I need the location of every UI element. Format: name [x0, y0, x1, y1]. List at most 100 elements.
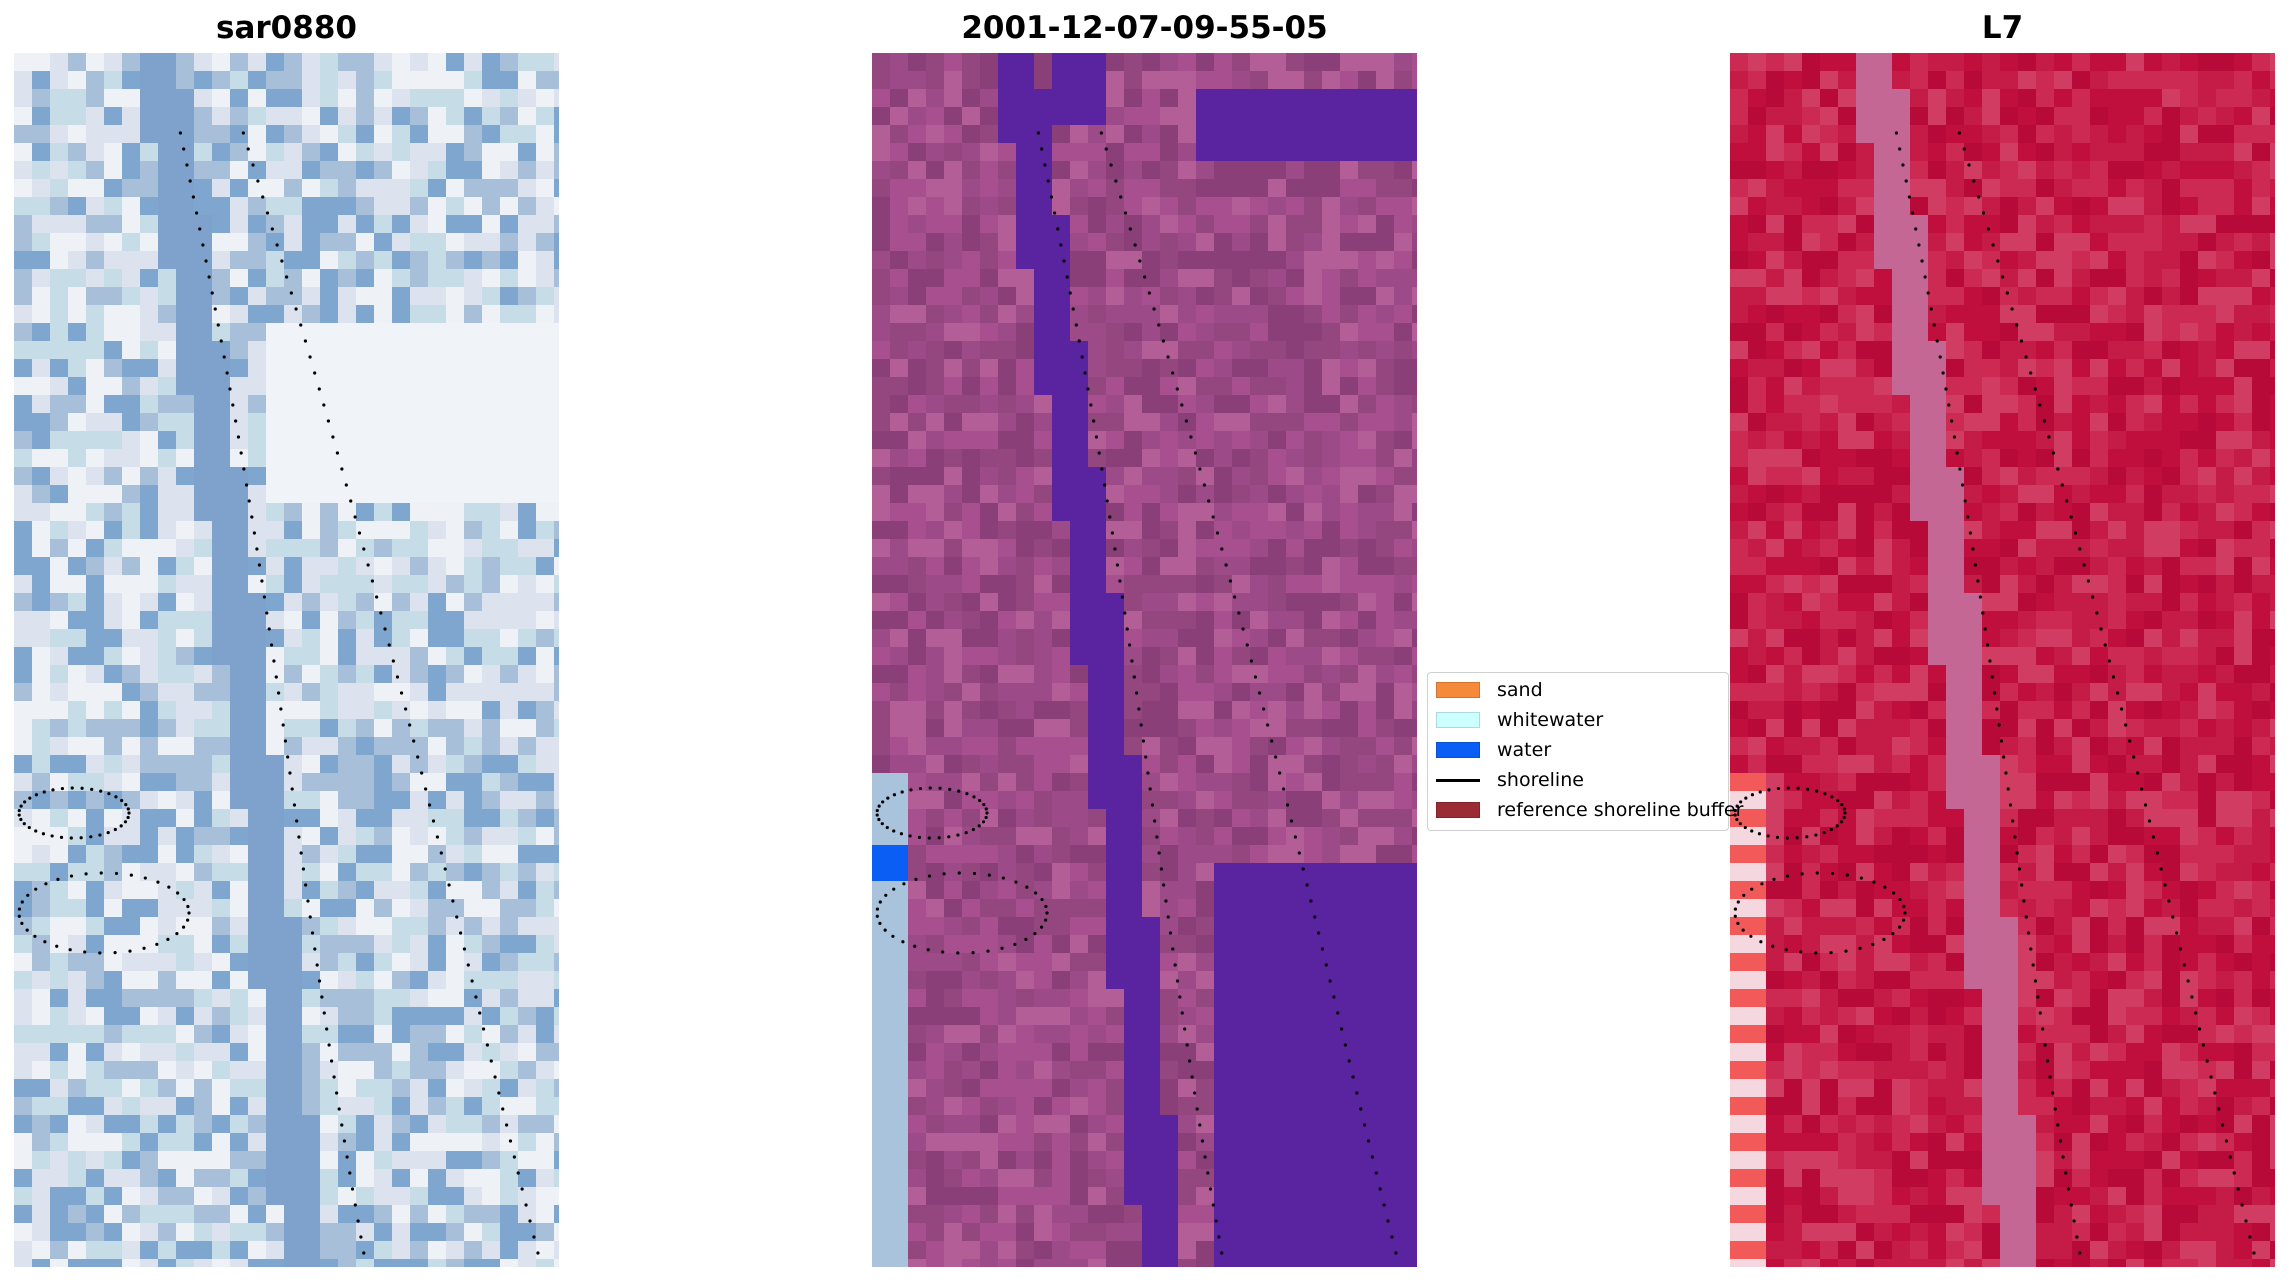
- image-pixel: [980, 251, 999, 270]
- image-pixel: [1412, 1061, 1417, 1080]
- image-pixel: [908, 161, 927, 180]
- image-pixel: [1214, 1061, 1233, 1080]
- image-pixel: [536, 1025, 555, 1044]
- image-pixel: [284, 71, 303, 90]
- image-pixel: [500, 953, 519, 972]
- image-pixel: [1106, 449, 1125, 468]
- image-pixel: [1340, 467, 1359, 486]
- image-pixel: [1820, 215, 1839, 234]
- image-pixel: [320, 1007, 339, 1026]
- image-pixel: [1052, 953, 1071, 972]
- image-pixel: [2018, 89, 2037, 108]
- image-pixel: [1196, 809, 1215, 828]
- image-pixel: [32, 1025, 51, 1044]
- shoreline-dot: [1138, 259, 1142, 263]
- image-pixel: [1124, 1223, 1143, 1242]
- image-pixel: [1196, 611, 1215, 630]
- image-pixel: [554, 827, 559, 846]
- image-pixel: [1070, 413, 1089, 432]
- image-pixel: [1160, 341, 1179, 360]
- image-pixel: [1052, 1151, 1071, 1170]
- image-pixel: [464, 989, 483, 1008]
- image-pixel: [1232, 179, 1251, 198]
- image-pixel: [320, 1151, 339, 1170]
- image-pixel: [50, 89, 69, 108]
- image-pixel: [248, 683, 267, 702]
- image-pixel: [908, 215, 927, 234]
- image-pixel: [446, 575, 465, 594]
- image-pixel: [2018, 143, 2037, 162]
- image-pixel: [212, 269, 231, 288]
- image-pixel: [2198, 215, 2217, 234]
- image-pixel: [1142, 737, 1161, 756]
- image-pixel: [392, 449, 411, 468]
- shoreline-dot: [198, 227, 202, 231]
- image-pixel: [176, 1133, 195, 1152]
- image-pixel: [872, 935, 891, 954]
- image-pixel: [1340, 323, 1359, 342]
- image-pixel: [86, 1241, 105, 1260]
- image-pixel: [1070, 539, 1089, 558]
- image-pixel: [1394, 1061, 1413, 1080]
- image-pixel: [2108, 233, 2127, 252]
- image-pixel: [194, 287, 213, 306]
- image-pixel: [176, 179, 195, 198]
- image-pixel: [1358, 1079, 1377, 1098]
- image-pixel: [1106, 809, 1125, 828]
- image-pixel: [1748, 53, 1767, 72]
- image-pixel: [1856, 179, 1875, 198]
- image-pixel: [1052, 251, 1071, 270]
- image-pixel: [1286, 539, 1305, 558]
- image-pixel: [1304, 971, 1323, 990]
- image-pixel: [302, 845, 321, 864]
- image-pixel: [1142, 269, 1161, 288]
- image-pixel: [1232, 575, 1251, 594]
- image-pixel: [1214, 809, 1233, 828]
- image-pixel: [1196, 683, 1215, 702]
- shoreline-dot: [1228, 579, 1232, 583]
- image-pixel: [998, 89, 1017, 108]
- image-pixel: [122, 1007, 141, 1026]
- image-pixel: [1088, 611, 1107, 630]
- image-pixel: [446, 917, 465, 936]
- image-pixel: [50, 395, 69, 414]
- image-pixel: [1196, 575, 1215, 594]
- image-pixel: [176, 341, 195, 360]
- image-pixel: [248, 971, 267, 990]
- image-pixel: [464, 1025, 483, 1044]
- shoreline-dot: [908, 834, 912, 838]
- image-pixel: [1196, 413, 1215, 432]
- image-pixel: [14, 449, 33, 468]
- image-pixel: [1358, 989, 1377, 1008]
- image-pixel: [392, 71, 411, 90]
- image-pixel: [500, 1223, 519, 1242]
- shoreline-dot: [261, 195, 265, 199]
- image-pixel: [392, 1097, 411, 1116]
- shoreline-dot: [1130, 659, 1134, 663]
- image-pixel: [1034, 143, 1053, 162]
- image-pixel: [392, 377, 411, 396]
- image-pixel: [1052, 431, 1071, 450]
- image-pixel: [1142, 1205, 1161, 1224]
- image-pixel: [356, 845, 375, 864]
- image-pixel: [302, 179, 321, 198]
- image-pixel: [230, 233, 249, 252]
- image-pixel: [176, 197, 195, 216]
- image-pixel: [140, 611, 159, 630]
- image-pixel: [356, 1259, 375, 1267]
- image-pixel: [1124, 1259, 1143, 1267]
- image-pixel: [890, 1079, 909, 1098]
- image-pixel: [1304, 359, 1323, 378]
- image-pixel: [1016, 395, 1035, 414]
- image-pixel: [320, 629, 339, 648]
- shoreline-dot: [42, 790, 46, 794]
- image-pixel: [50, 773, 69, 792]
- image-pixel: [500, 863, 519, 882]
- image-pixel: [998, 251, 1017, 270]
- image-pixel: [1358, 53, 1377, 72]
- image-pixel: [266, 1007, 285, 1026]
- image-pixel: [890, 323, 909, 342]
- image-pixel: [1160, 1133, 1179, 1152]
- image-pixel: [1106, 1133, 1125, 1152]
- image-pixel: [14, 1241, 33, 1260]
